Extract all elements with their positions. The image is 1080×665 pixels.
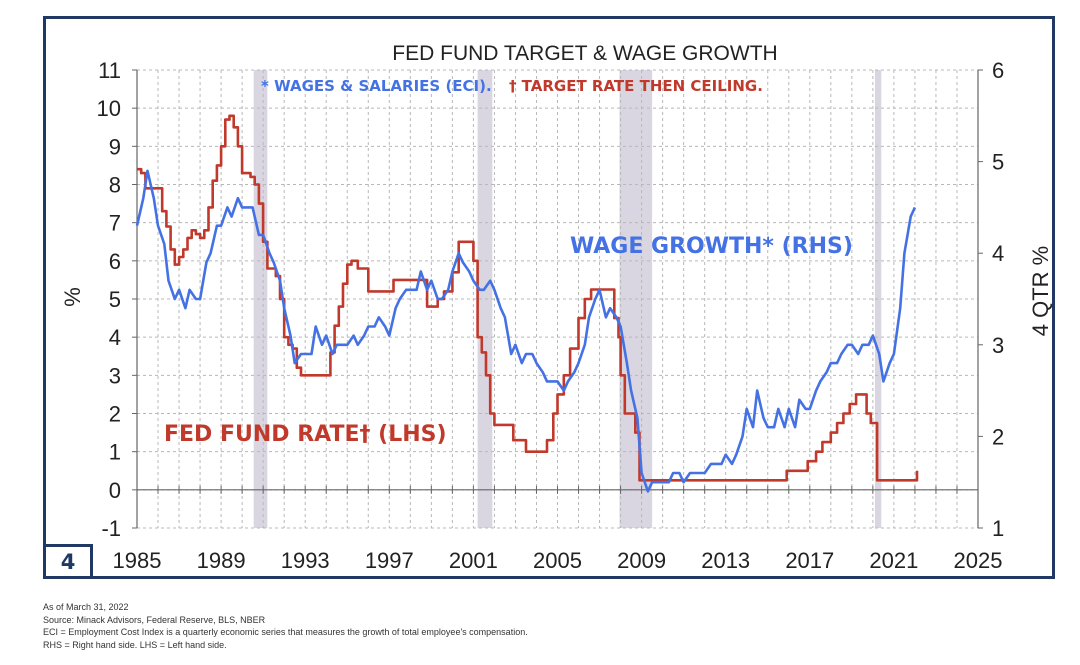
y-left-tick-label: 3 [109,363,121,388]
x-tick-label: 1997 [365,548,414,573]
chart-subtitle: * WAGES & SALARIES (ECI). † TARGET RATE … [261,77,763,95]
recession-band [874,70,882,528]
x-tick-label: 2013 [701,548,750,573]
chart-frame: -1 0 1 2 3 4 5 6 7 8 9 10 11 1 2 3 4 5 6 1985 1989 1993 1997 20… [43,16,1055,579]
y-left-tick-label: 7 [109,211,121,236]
y-right-tick-label: 1 [992,516,1004,541]
chart-title: FED FUND TARGET & WAGE GROWTH [392,42,777,65]
footnote-source: Source: Minack Advisors, Federal Reserve… [43,614,266,625]
y-left-tick-label: 5 [109,287,121,312]
subtitle-wages: * WAGES & SALARIES (ECI). [261,77,492,95]
y-left-tick-label: 0 [109,478,121,503]
y-left-tick-label: 6 [109,249,121,274]
wage-growth-label: WAGE GROWTH* (RHS) [570,234,853,259]
x-tick-label: 2025 [954,548,1003,573]
fed-fund-rate-label: FED FUND RATE† (LHS) [164,422,447,447]
x-tick-label: 2005 [533,548,582,573]
y-left-tick-label: 10 [97,96,121,121]
y-left-tick-label: 4 [109,325,121,350]
y-right-tick-label: 6 [992,58,1004,83]
x-tick-label: 2021 [869,548,918,573]
series-group [135,114,919,493]
footnote-rhs-lhs: RHS = Right hand side. LHS = Left hand s… [43,639,227,650]
y-axis-label-right: 4 QTR % [1028,246,1052,336]
wage-growth-line [135,169,917,493]
y-left-tick-label: 1 [109,440,121,465]
y-left-tick-label: 9 [109,134,121,159]
y-left-tick-label: 8 [109,173,121,198]
y-left-tick-label: 11 [98,58,121,83]
y-axis-label-left: % [60,287,85,307]
subtitle-target-rate: † TARGET RATE THEN CEILING. [509,77,763,95]
x-tick-label: 1989 [197,548,246,573]
x-tick-label: 2009 [617,548,666,573]
footnote-as-of: As of March 31, 2022 [43,602,129,612]
y-right-tick-label: 2 [992,424,1004,449]
axes-group [132,69,983,529]
page-number: 4 [43,544,93,579]
footnote-eci: ECI = Employment Cost Index is a quarter… [43,627,528,637]
y-left-tick-label: -1 [101,516,121,541]
footnotes: As of March 31, 2022 Source: Minack Advi… [43,601,528,651]
y-right-tick-label: 5 [992,150,1004,175]
y-right-tick-label: 4 [992,241,1004,266]
y-left-tick-label: 2 [109,402,121,427]
x-tick-label: 2001 [449,548,498,573]
x-tick-label: 2017 [785,548,834,573]
y-right-tick-label: 3 [992,333,1004,358]
x-tick-label: 1993 [281,548,330,573]
x-tick-label: 1985 [113,548,162,573]
